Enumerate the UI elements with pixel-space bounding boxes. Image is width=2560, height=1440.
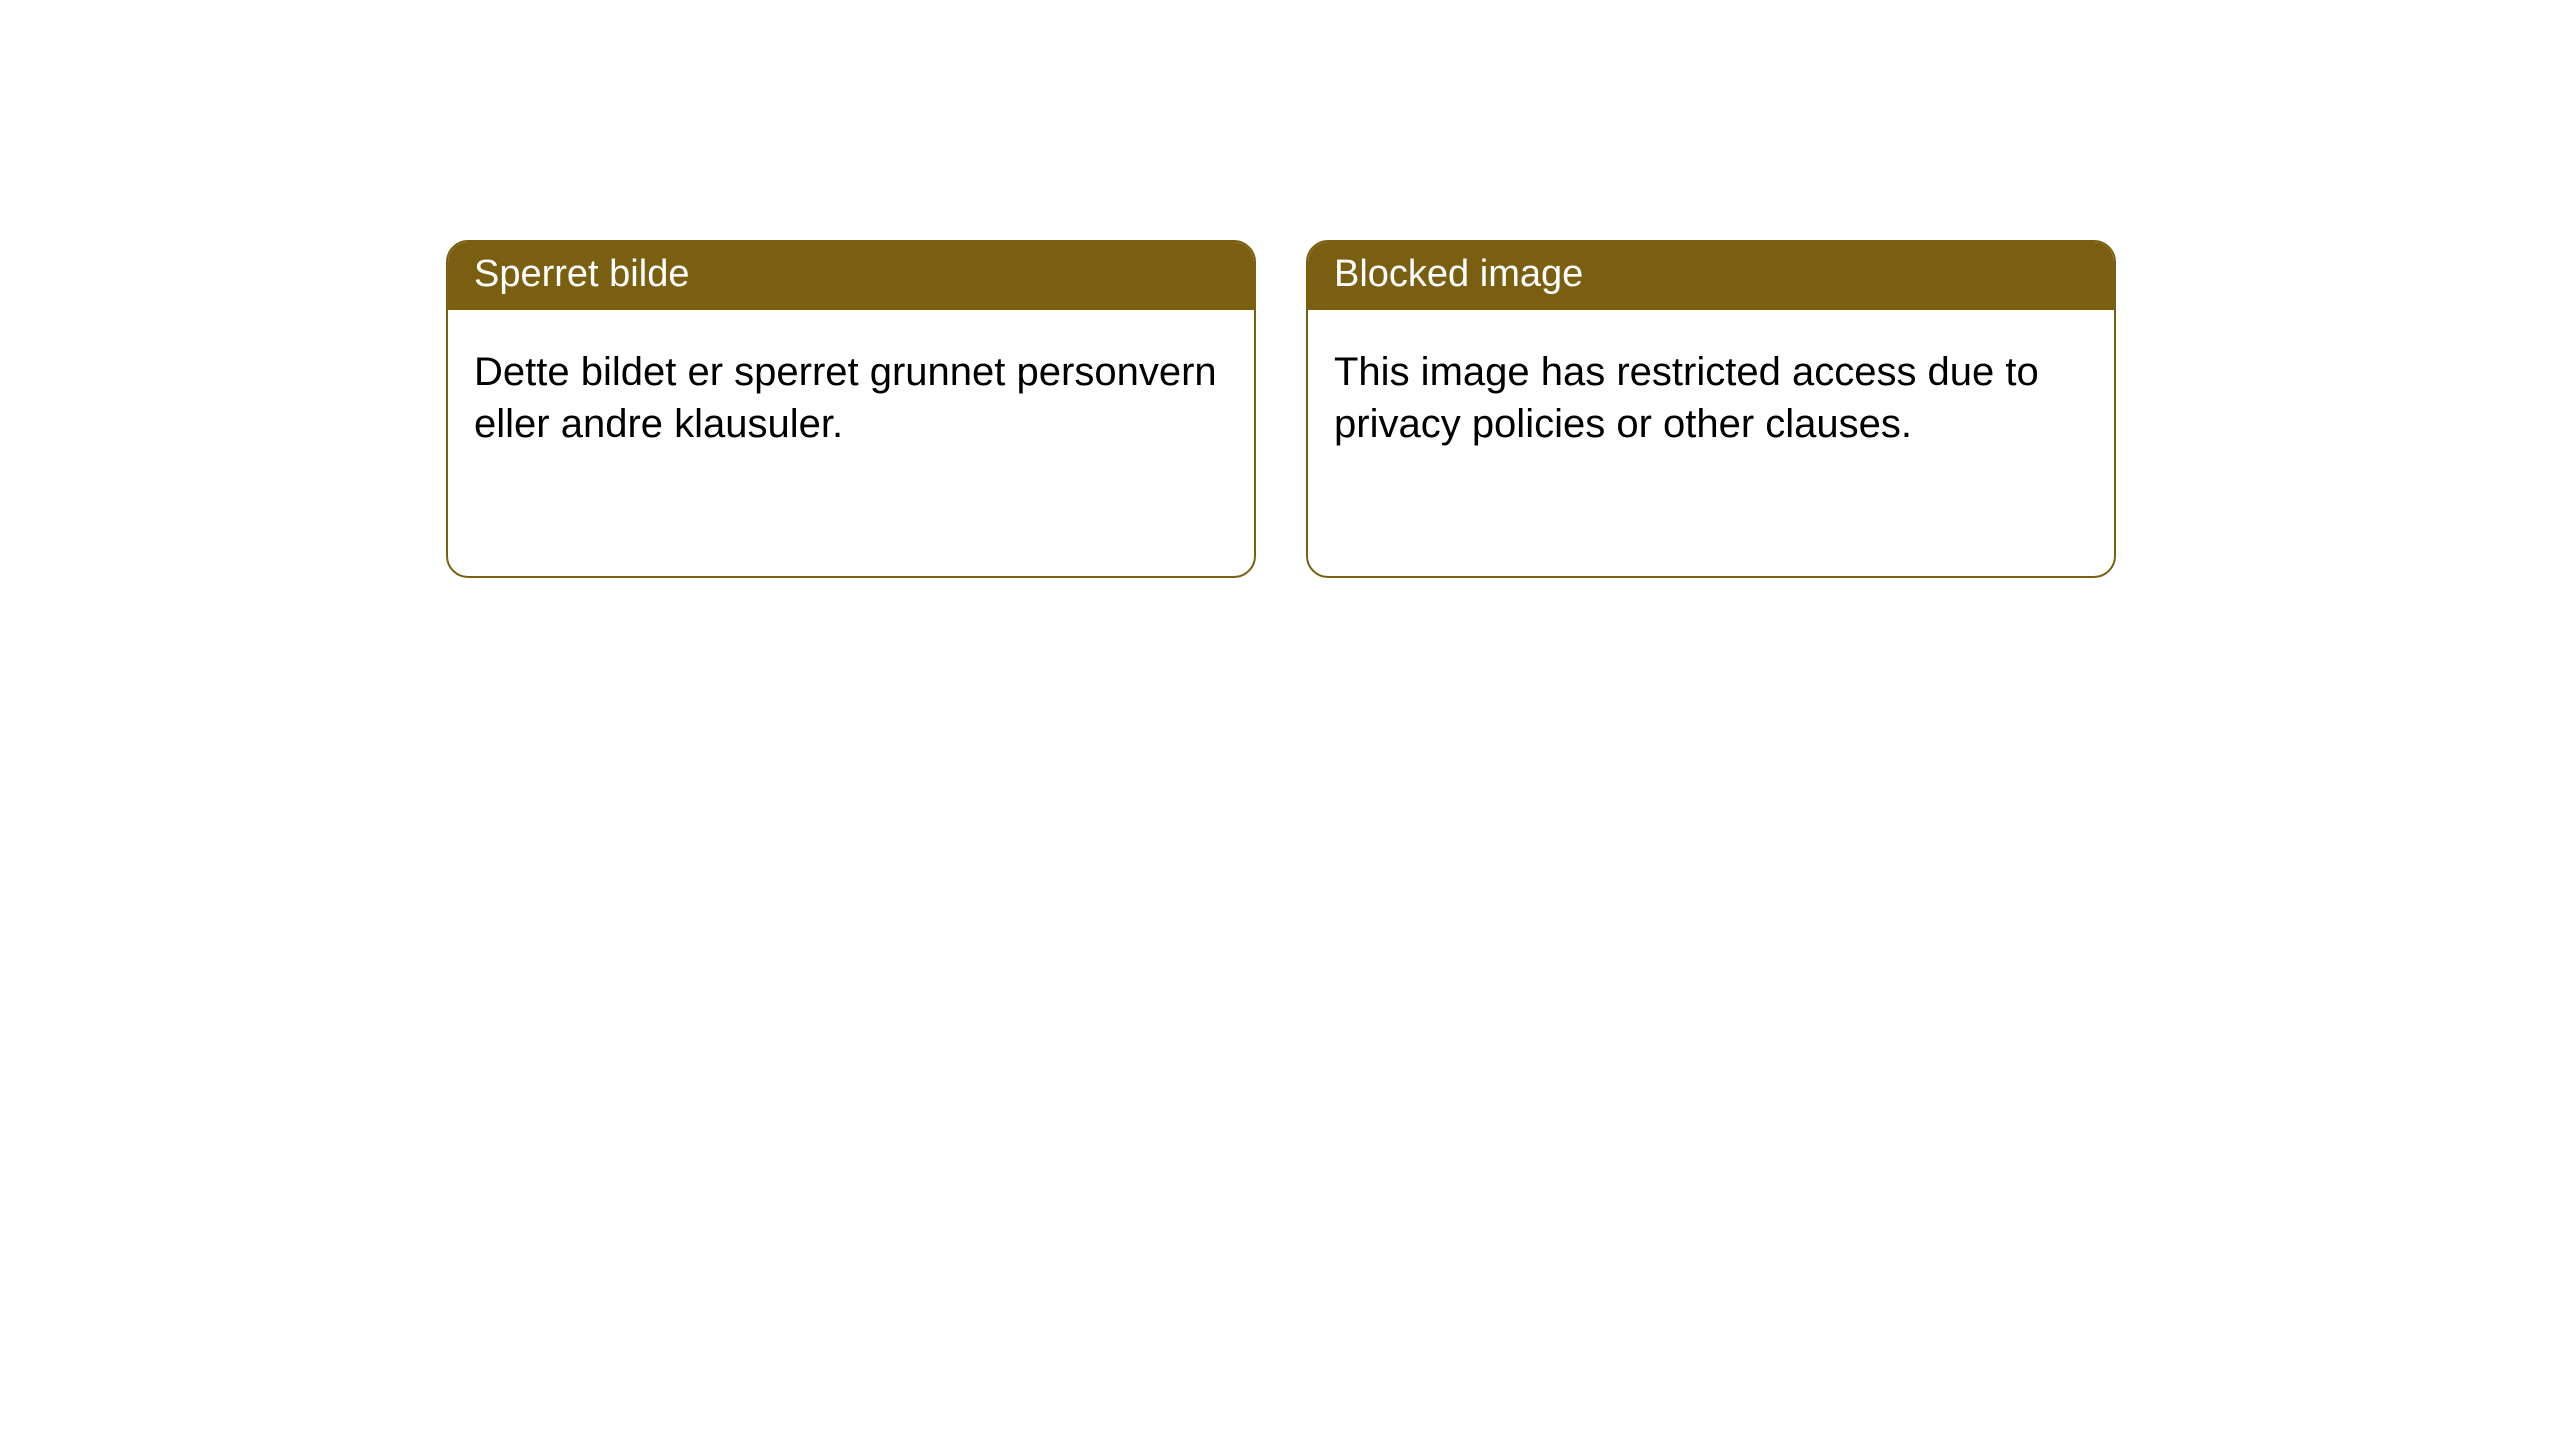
- notice-title-english: Blocked image: [1308, 242, 2114, 310]
- notice-body-english: This image has restricted access due to …: [1308, 310, 2114, 476]
- notice-card-norwegian: Sperret bilde Dette bildet er sperret gr…: [446, 240, 1256, 578]
- notice-card-english: Blocked image This image has restricted …: [1306, 240, 2116, 578]
- notice-container: Sperret bilde Dette bildet er sperret gr…: [446, 240, 2116, 578]
- notice-title-norwegian: Sperret bilde: [448, 242, 1254, 310]
- notice-body-norwegian: Dette bildet er sperret grunnet personve…: [448, 310, 1254, 476]
